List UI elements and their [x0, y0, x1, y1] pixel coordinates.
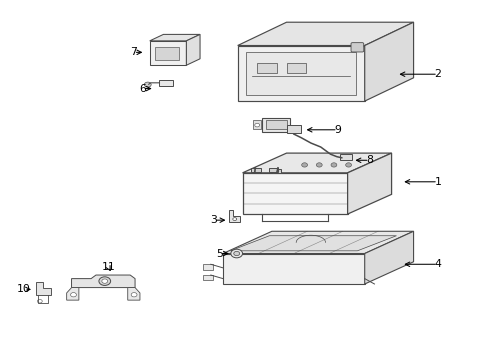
Polygon shape — [223, 231, 414, 253]
Text: 7: 7 — [130, 47, 137, 57]
FancyBboxPatch shape — [253, 121, 261, 130]
FancyBboxPatch shape — [266, 120, 287, 130]
FancyBboxPatch shape — [262, 118, 291, 132]
Text: 9: 9 — [334, 125, 341, 135]
Polygon shape — [36, 282, 50, 296]
Circle shape — [37, 300, 42, 303]
Circle shape — [102, 279, 108, 283]
Text: 3: 3 — [210, 215, 217, 225]
Polygon shape — [223, 253, 365, 284]
FancyBboxPatch shape — [203, 275, 213, 280]
FancyBboxPatch shape — [287, 126, 301, 134]
Polygon shape — [67, 288, 79, 300]
Text: 8: 8 — [366, 155, 373, 165]
Text: 6: 6 — [139, 84, 146, 94]
FancyBboxPatch shape — [257, 63, 277, 73]
FancyBboxPatch shape — [203, 264, 213, 270]
Text: 4: 4 — [435, 259, 441, 269]
Circle shape — [71, 293, 76, 297]
Polygon shape — [150, 41, 186, 65]
FancyBboxPatch shape — [270, 168, 278, 172]
Polygon shape — [230, 236, 396, 251]
Circle shape — [234, 251, 240, 256]
FancyBboxPatch shape — [159, 80, 173, 86]
Circle shape — [131, 293, 137, 297]
Polygon shape — [347, 153, 392, 214]
Circle shape — [255, 123, 260, 127]
Circle shape — [317, 163, 322, 167]
FancyBboxPatch shape — [155, 47, 179, 60]
FancyBboxPatch shape — [273, 168, 281, 173]
Polygon shape — [243, 173, 347, 214]
Polygon shape — [246, 52, 356, 95]
Circle shape — [331, 163, 337, 167]
Circle shape — [302, 163, 308, 167]
Polygon shape — [150, 35, 200, 41]
Polygon shape — [186, 35, 200, 65]
Polygon shape — [128, 288, 140, 300]
Polygon shape — [365, 231, 414, 284]
Text: 5: 5 — [216, 248, 223, 258]
FancyBboxPatch shape — [287, 63, 306, 73]
Circle shape — [99, 277, 111, 285]
Text: 10: 10 — [17, 284, 31, 294]
Text: 11: 11 — [101, 262, 115, 272]
Circle shape — [145, 82, 151, 87]
Text: 1: 1 — [435, 177, 441, 187]
Text: 2: 2 — [435, 69, 441, 79]
Polygon shape — [229, 210, 240, 222]
Polygon shape — [72, 275, 135, 288]
Polygon shape — [238, 22, 414, 45]
Polygon shape — [238, 45, 365, 101]
FancyBboxPatch shape — [340, 154, 352, 159]
FancyBboxPatch shape — [251, 168, 259, 173]
Circle shape — [231, 249, 243, 258]
Circle shape — [345, 163, 351, 167]
FancyBboxPatch shape — [251, 168, 261, 172]
Circle shape — [233, 218, 237, 221]
Polygon shape — [365, 22, 414, 101]
Polygon shape — [243, 153, 392, 173]
FancyBboxPatch shape — [351, 42, 364, 52]
